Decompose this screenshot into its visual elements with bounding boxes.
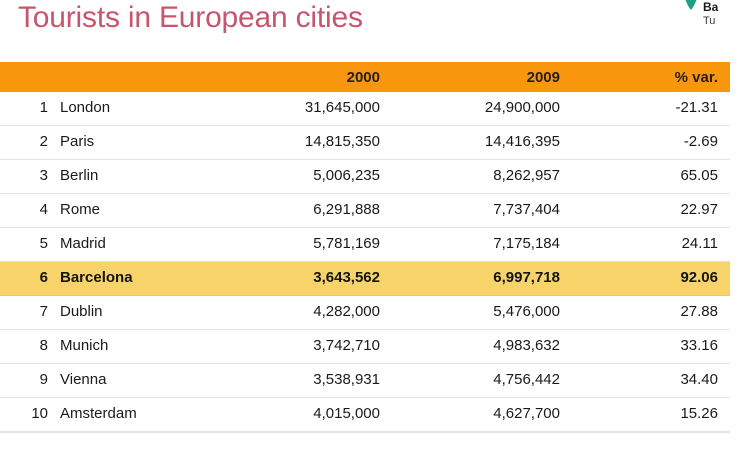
- column-header-variation: % var.: [674, 69, 718, 86]
- column-header-2009: 2009: [526, 69, 560, 86]
- cell-variation: -21.31: [675, 99, 718, 116]
- cell-variation: 92.06: [680, 269, 718, 286]
- cell-2000: 14,815,350: [304, 133, 380, 150]
- table-bottom-rule: [0, 432, 730, 433]
- cell-variation: 34.40: [680, 371, 718, 388]
- table-header-row: 2000 2009 % var.: [0, 62, 730, 92]
- table-row[interactable]: 10 Amsterdam 4,015,000 4,627,700 15.26: [0, 398, 730, 432]
- cell-2009: 4,983,632: [493, 337, 560, 354]
- table-row[interactable]: 3 Berlin 5,006,235 8,262,957 65.05: [0, 160, 730, 194]
- cell-2009: 14,416,395: [484, 133, 560, 150]
- table-row[interactable]: 7 Dublin 4,282,000 5,476,000 27.88: [0, 296, 730, 330]
- brand-name-line1: Ba: [703, 0, 719, 14]
- cell-2000: 4,282,000: [313, 303, 380, 320]
- cell-city: Rome: [60, 201, 101, 218]
- tourists-table: 2000 2009 % var. 1 London 31,645,000 24,900…: [0, 62, 730, 433]
- cell-rank: 9: [39, 371, 48, 388]
- cell-city: Madrid: [60, 235, 106, 252]
- cell-city: Berlin: [60, 167, 99, 184]
- cell-2000: 3,742,710: [313, 337, 380, 354]
- cell-rank: 2: [39, 133, 48, 150]
- table-body: 1 London 31,645,000 24,900,000 -21.31 2 Paris 1…: [0, 92, 730, 432]
- cell-2000: 5,006,235: [313, 167, 380, 184]
- cell-2009: 8,262,957: [493, 167, 560, 184]
- cell-2000: 4,015,000: [313, 405, 380, 422]
- cell-2009: 4,756,442: [493, 371, 560, 388]
- cell-variation: 24.11: [681, 235, 718, 252]
- leaf-chevron-icon: [683, 0, 699, 10]
- cell-rank: 8: [39, 337, 48, 354]
- table-row[interactable]: 9 Vienna 3,538,931 4,756,442 34.40: [0, 364, 730, 398]
- cell-2009: 7,737,404: [493, 201, 560, 218]
- cell-variation: 33.16: [680, 337, 718, 354]
- cell-rank: 1: [39, 99, 48, 116]
- table-row[interactable]: 6 Barcelona 3,643,562 6,997,718 92.06: [0, 262, 730, 296]
- cell-rank: 3: [39, 167, 48, 184]
- cell-2009: 4,627,700: [493, 405, 560, 422]
- table-row[interactable]: 8 Munich 3,742,710 4,983,632 33.16: [0, 330, 730, 364]
- column-header-2000: 2000: [346, 69, 380, 86]
- cell-rank: 4: [39, 201, 48, 218]
- cell-rank: 7: [39, 303, 48, 320]
- cell-2009: 7,175,184: [493, 235, 560, 252]
- cell-2000: 5,781,169: [313, 235, 380, 252]
- page-title: Tourists in European cities: [18, 1, 363, 34]
- table-row[interactable]: 5 Madrid 5,781,169 7,175,184 24.11: [0, 228, 730, 262]
- cell-city: Barcelona: [60, 269, 133, 286]
- cell-city: Munich: [60, 337, 109, 354]
- cell-variation: 22.97: [680, 201, 718, 218]
- brand-name-line2: Tu: [703, 15, 716, 27]
- table-row[interactable]: 4 Rome 6,291,888 7,737,404 22.97: [0, 194, 730, 228]
- cell-rank: 6: [39, 269, 48, 286]
- cell-2000: 3,643,562: [313, 269, 380, 286]
- cell-2000: 3,538,931: [313, 371, 380, 388]
- cell-city: Amsterdam: [60, 405, 137, 422]
- cell-2009: 6,997,718: [493, 269, 560, 286]
- table-row[interactable]: 1 London 31,645,000 24,900,000 -21.31: [0, 92, 730, 126]
- cell-2000: 6,291,888: [313, 201, 380, 218]
- cell-variation: 15.26: [680, 405, 718, 422]
- cell-rank: 5: [39, 235, 48, 252]
- cell-2009: 5,476,000: [493, 303, 560, 320]
- cell-2009: 24,900,000: [484, 99, 560, 116]
- cell-city: Vienna: [60, 371, 107, 388]
- cell-variation: 27.88: [680, 303, 718, 320]
- cell-city: Dublin: [60, 303, 103, 320]
- cell-city: Paris: [60, 133, 95, 150]
- cell-2000: 31,645,000: [304, 99, 380, 116]
- cell-city: London: [60, 99, 111, 116]
- cell-variation: 65.05: [680, 167, 718, 184]
- table-row[interactable]: 2 Paris 14,815,350 14,416,395 -2.69: [0, 126, 730, 160]
- cell-rank: 10: [31, 405, 48, 422]
- cell-variation: -2.69: [683, 133, 718, 150]
- brand-logo: Ba Tu: [681, 0, 741, 38]
